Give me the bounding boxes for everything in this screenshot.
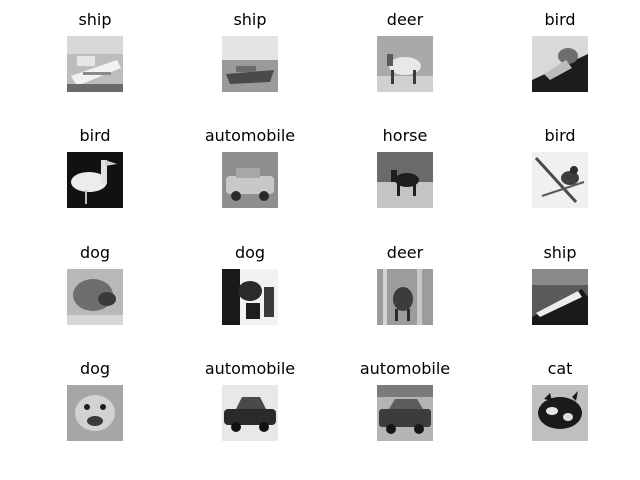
thumbnail-dog: [67, 269, 123, 325]
cell-label: ship: [78, 10, 112, 29]
grid-cell: cat: [480, 349, 640, 459]
thumbnail-automobile: [377, 385, 433, 441]
cell-label: automobile: [359, 359, 451, 378]
cell-label: horse: [382, 126, 428, 145]
cell-label: dog: [234, 243, 266, 262]
grid-cell: automobile: [170, 349, 330, 459]
cell-label: cat: [547, 359, 573, 378]
grid-cell: dog: [170, 233, 330, 343]
grid-cell: dog: [15, 349, 175, 459]
thumbnail-automobile: [222, 152, 278, 208]
cell-label: bird: [544, 10, 576, 29]
thumbnail-deer: [377, 36, 433, 92]
grid-cell: automobile: [170, 116, 330, 226]
grid-cell: ship: [15, 0, 175, 110]
cell-label: dog: [79, 359, 111, 378]
cell-label: ship: [543, 243, 577, 262]
thumbnail-horse: [377, 152, 433, 208]
thumbnail-bird: [532, 152, 588, 208]
thumbnail-bird: [532, 36, 588, 92]
cell-label: ship: [233, 10, 267, 29]
grid-cell: ship: [170, 0, 330, 110]
thumbnail-ship: [67, 36, 123, 92]
grid-cell: bird: [480, 0, 640, 110]
cell-label: deer: [386, 243, 424, 262]
grid-cell: automobile: [325, 349, 485, 459]
cell-label: automobile: [204, 126, 296, 145]
cell-label: bird: [79, 126, 111, 145]
grid-cell: bird: [15, 116, 175, 226]
grid-cell: deer: [325, 0, 485, 110]
thumbnail-ship: [532, 269, 588, 325]
cell-label: bird: [544, 126, 576, 145]
thumbnail-cat: [532, 385, 588, 441]
thumbnail-ship: [222, 36, 278, 92]
thumbnail-dog: [67, 385, 123, 441]
grid-cell: ship: [480, 233, 640, 343]
grid-cell: dog: [15, 233, 175, 343]
cell-label: dog: [79, 243, 111, 262]
cell-label: deer: [386, 10, 424, 29]
cell-label: automobile: [204, 359, 296, 378]
thumbnail-bird: [67, 152, 123, 208]
grid-cell: deer: [325, 233, 485, 343]
thumbnail-deer: [377, 269, 433, 325]
grid-cell: horse: [325, 116, 485, 226]
thumbnail-dog: [222, 269, 278, 325]
grid-cell: bird: [480, 116, 640, 226]
thumbnail-automobile: [222, 385, 278, 441]
